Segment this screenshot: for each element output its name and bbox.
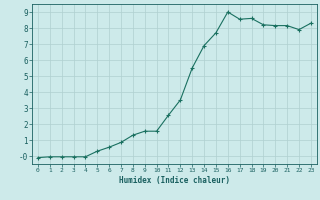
X-axis label: Humidex (Indice chaleur): Humidex (Indice chaleur)	[119, 176, 230, 185]
